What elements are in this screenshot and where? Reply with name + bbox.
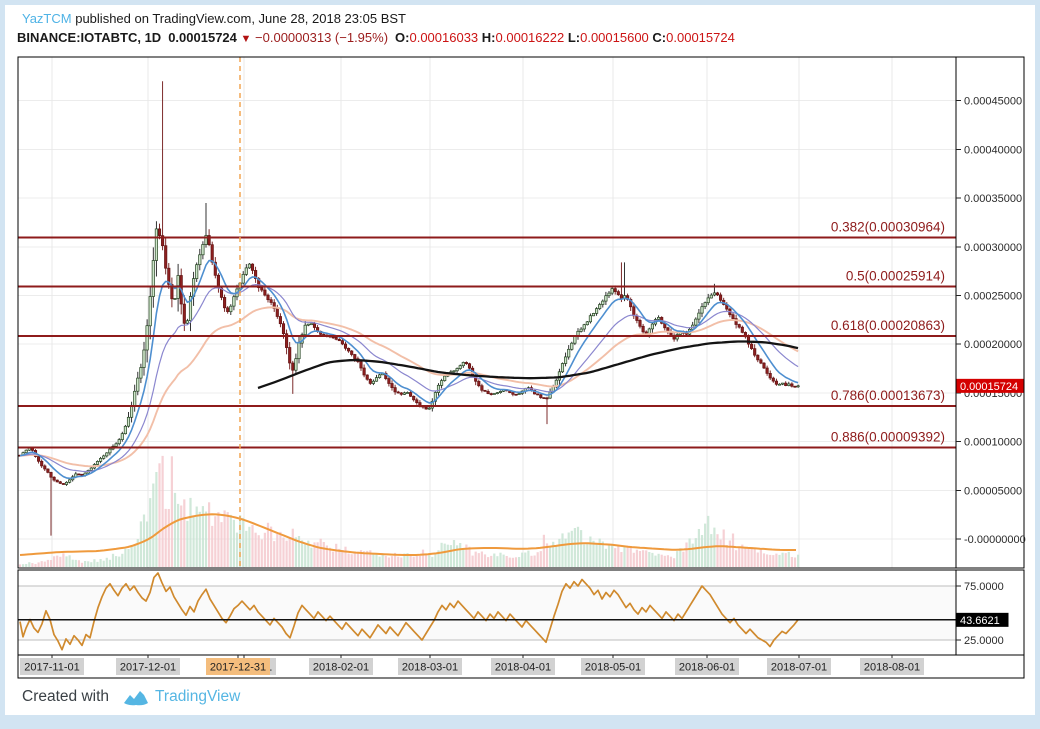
svg-text:2018-04-01: 2018-04-01 [495, 662, 551, 674]
time-axis[interactable]: 2017-11-012017-12-012018-01-012018-02-01… [20, 655, 924, 675]
rsi-line [19, 572, 799, 651]
svg-text:0.00015724: 0.00015724 [960, 381, 1018, 393]
rsi-tick-label: 75.0000 [964, 581, 1004, 593]
current-price-label: 0.00015724 [956, 378, 1024, 393]
high-value: 0.00016222 [495, 30, 565, 45]
date-label [767, 658, 831, 675]
fib-level-label: 0.786(0.00013673) [831, 388, 945, 403]
price-tick-label: -0.00000000 [964, 534, 1026, 546]
chart-sheet [5, 5, 1035, 715]
candles [18, 81, 800, 536]
svg-text:2018-05-01: 2018-05-01 [585, 662, 641, 674]
date-label [20, 658, 84, 675]
volume-ma-line [19, 513, 796, 556]
price-change: −0.00000313 (−1.95%) [255, 30, 389, 45]
last-price: 0.00015724 [168, 30, 237, 45]
pane-borders [17, 56, 1025, 679]
svg-text:43.6621: 43.6621 [960, 615, 1000, 627]
high-label: H: [481, 30, 496, 45]
fib-retracement[interactable]: 0.382(0.00030964) 0.5(0.00025914) 0.618(0.… [18, 219, 956, 449]
price-tick-label: 0.00005000 [964, 485, 1022, 497]
fib-level-label: 0.382(0.00030964) [831, 219, 945, 234]
low-label: L: [567, 30, 581, 45]
svg-text:2018-03-01: 2018-03-01 [402, 662, 458, 674]
open-value: 0.00016033 [409, 30, 479, 45]
price-tick-label: 0.00030000 [964, 242, 1022, 254]
price-tick-label: 0.00010000 [964, 437, 1022, 449]
date-label [581, 658, 645, 675]
price-tick-label: 0.00035000 [964, 193, 1022, 205]
ma-fast-line [19, 259, 799, 480]
price-axis[interactable]: 0.00045000 0.00040000 0.00035000 0.00030000… [956, 96, 1026, 546]
low-value: 0.00015600 [580, 30, 649, 45]
ma-slow-line [19, 306, 799, 468]
tradingview-logo-icon [124, 690, 149, 705]
date-label [860, 658, 924, 675]
rsi-value-label: 43.6621 [956, 612, 1009, 627]
svg-text:2018-06-01: 2018-06-01 [679, 662, 735, 674]
price-tick-label: 0.00045000 [964, 96, 1022, 108]
price-pane[interactable] [18, 81, 800, 567]
date-label [675, 658, 739, 675]
created-with-text: Created with [22, 688, 110, 705]
down-triangle-icon: ▼ [240, 33, 252, 45]
date-label [309, 658, 373, 675]
byline-text: published on TradingView.com, June 28, 2… [71, 11, 406, 26]
byline: YazTCM published on TradingView.com, Jun… [22, 11, 406, 26]
date-label [491, 658, 555, 675]
tradingview-brand-link[interactable]: TradingView [155, 688, 241, 705]
svg-text:2017-12-31: 2017-12-31 [210, 662, 266, 674]
date-label [116, 658, 180, 675]
price-tick-label: 0.00020000 [964, 339, 1022, 351]
date-label-highlighted [206, 658, 270, 675]
close-label: C: [652, 30, 667, 45]
open-label: O: [395, 30, 410, 45]
svg-text:2018-07-01: 2018-07-01 [771, 662, 827, 674]
date-label [398, 658, 462, 675]
rsi-pane[interactable] [18, 572, 956, 651]
volume-bars [18, 455, 800, 567]
svg-text:2017-12-01: 2017-12-01 [120, 662, 176, 674]
rsi-tick-label: 25.0000 [964, 635, 1004, 647]
fib-level-label: 0.618(0.00020863) [831, 318, 945, 333]
svg-text:2018-08-01: 2018-08-01 [864, 662, 920, 674]
rsi-axis[interactable]: 75.0000 25.0000 [956, 581, 1004, 647]
ma-long-line [257, 340, 799, 390]
fib-level-label: 0.886(0.00009392) [831, 430, 945, 445]
gridlines [18, 57, 956, 568]
close-value: 0.00015724 [666, 30, 735, 45]
footer: Created with TradingView [22, 686, 240, 708]
svg-text:2018-02-01: 2018-02-01 [313, 662, 369, 674]
fib-level-label: 0.5(0.00025914) [846, 269, 945, 284]
author-name[interactable]: YazTCM [22, 11, 72, 26]
symbol-info-bar: BINANCE:IOTABTC, 1D 0.00015724 ▼ −0.00000… [17, 30, 735, 45]
price-tick-label: 0.00040000 [964, 144, 1022, 156]
price-tick-label: 0.00025000 [964, 291, 1022, 303]
symbol-label[interactable]: BINANCE:IOTABTC, 1D [17, 30, 162, 45]
svg-text:2017-11-01: 2017-11-01 [24, 662, 79, 674]
